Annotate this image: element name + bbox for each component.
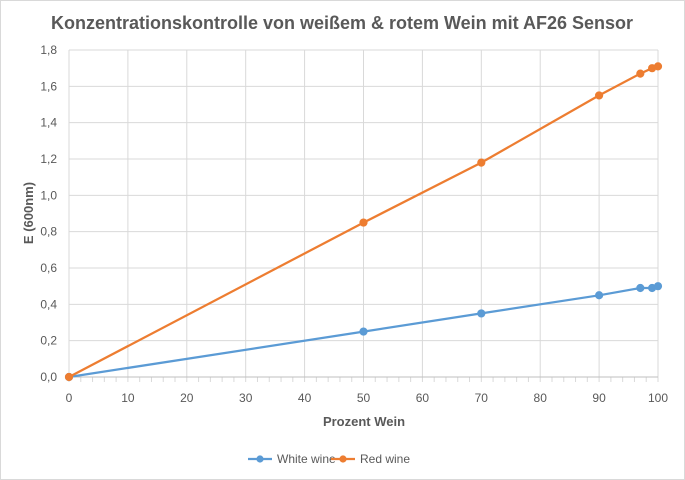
legend-label-white-wine: White wine xyxy=(277,452,336,466)
white-wine-point xyxy=(653,282,663,291)
y-tick-label: 1,2 xyxy=(40,152,57,166)
x-tick-label: 30 xyxy=(239,391,253,405)
y-tick-label: 0,8 xyxy=(40,225,57,239)
x-tick-label: 20 xyxy=(180,391,194,405)
y-tick-label: 1,0 xyxy=(40,188,57,202)
series-lines xyxy=(64,62,663,382)
x-axis-title: Prozent Wein xyxy=(323,414,405,429)
x-tick-label: 10 xyxy=(121,391,135,405)
red-wine-point xyxy=(64,372,74,382)
legend: White wine Red wine xyxy=(248,452,410,466)
x-tick-label: 50 xyxy=(357,391,371,405)
x-tick-label: 90 xyxy=(592,391,606,405)
x-tick-label: 0 xyxy=(66,391,73,405)
white-wine-point xyxy=(477,309,486,318)
chart-title: Konzentrationskontrolle von weißem & rot… xyxy=(51,13,633,33)
y-tick-label: 0,4 xyxy=(40,297,57,311)
x-tick-label: 80 xyxy=(534,391,548,405)
red-wine-point xyxy=(653,62,663,71)
x-tick-label: 60 xyxy=(416,391,430,405)
x-tick-label: 40 xyxy=(298,391,312,405)
red-wine-point xyxy=(477,158,486,167)
white-wine-point xyxy=(636,283,645,293)
legend-marker-white-wine xyxy=(256,455,264,463)
legend-marker-red-wine xyxy=(339,455,347,463)
y-axis-title: E (600nm) xyxy=(21,182,36,244)
x-tick-label: 70 xyxy=(475,391,489,405)
axes: 0,0 0,2 0,4 0,6 0,8 1,0 1,2 1,4 1,6 1,8 0 10 20 30 40 5… xyxy=(40,43,668,405)
red-wine-point xyxy=(636,69,645,78)
y-tick-label: 0,2 xyxy=(40,334,57,348)
legend-label-red-wine: Red wine xyxy=(360,452,410,466)
y-tick-label: 1,4 xyxy=(40,116,57,130)
red-wine-point xyxy=(595,91,604,100)
y-tick-label: 0,6 xyxy=(40,261,57,275)
red-wine-point xyxy=(359,218,368,227)
white-wine-point xyxy=(595,291,604,300)
x-tick-label: 100 xyxy=(648,391,668,405)
y-tick-label: 1,8 xyxy=(40,43,57,57)
white-wine-point xyxy=(359,327,368,336)
y-tick-label: 0,0 xyxy=(40,370,57,384)
y-tick-label: 1,6 xyxy=(40,79,57,93)
